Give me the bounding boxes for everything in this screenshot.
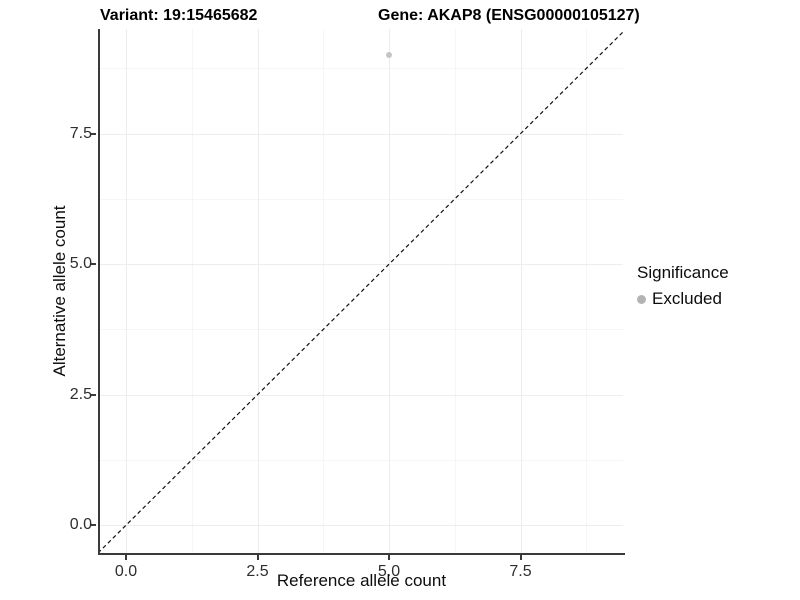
x-tick-label: 7.5	[509, 563, 532, 580]
x-tick-mark	[256, 555, 259, 560]
x-tick-label: 2.5	[246, 563, 269, 580]
y-axis-line	[98, 29, 100, 555]
gridline-x-minor	[586, 29, 588, 553]
gridline-x-major	[257, 29, 259, 553]
x-tick-label: 5.0	[377, 563, 401, 580]
gridline-x-major	[520, 29, 522, 553]
gridline-x-minor	[454, 29, 456, 553]
y-tick-mark	[91, 524, 96, 526]
gridline-y-minor	[100, 198, 623, 200]
legend-item-label: Excluded	[652, 289, 722, 308]
gridline-y-minor	[100, 459, 623, 461]
y-axis-title: Alternative allele count	[50, 205, 69, 377]
legend-item-excluded: Excluded	[637, 289, 729, 309]
gridline-y-minor	[100, 329, 623, 331]
identity-reference-line	[100, 31, 623, 552]
scatter-point-excluded	[386, 52, 392, 58]
y-tick-label: 0.0	[69, 516, 92, 533]
excluded-point-icon	[637, 294, 646, 304]
gridline-y-major	[100, 525, 623, 526]
x-axis-title: Reference allele count	[276, 571, 447, 590]
y-tick-mark	[91, 393, 96, 396]
gridline-x-minor	[323, 29, 325, 553]
plot-panel: 0.0 2.5 5.0 7.5 7.5 5.0 2.5 0.0	[70, 29, 625, 580]
x-tick-mark	[125, 555, 127, 560]
y-tick-mark	[91, 263, 96, 265]
x-tick-mark	[388, 555, 390, 560]
legend-title: Significance	[637, 263, 729, 282]
y-tick-label: 2.5	[69, 385, 92, 403]
y-tick-mark	[91, 132, 96, 135]
x-axis-line	[98, 553, 625, 555]
gridline-y-major	[100, 264, 623, 265]
x-tick-label: 0.0	[114, 563, 138, 580]
gene-title: Gene: AKAP8 (ENSG00000105127)	[378, 7, 640, 24]
gridline-x-major	[389, 29, 390, 553]
x-tick-mark	[519, 555, 522, 560]
y-tick-label: 5.0	[69, 255, 92, 272]
legend: Significance Excluded	[637, 263, 729, 309]
gridline-y-minor	[100, 68, 623, 70]
gridline-y-major	[100, 394, 623, 396]
variant-title: Variant: 19:15465682	[100, 7, 258, 24]
gridline-x-major	[126, 29, 127, 553]
gridline-y-major	[100, 133, 623, 135]
gridline-x-minor	[191, 29, 193, 553]
y-tick-label: 7.5	[69, 124, 92, 142]
